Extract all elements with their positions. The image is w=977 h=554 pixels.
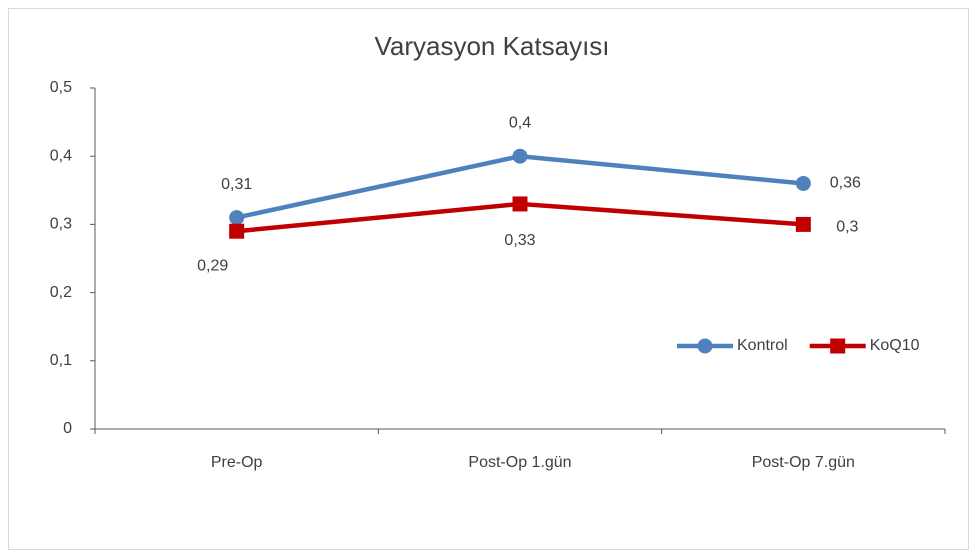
marker [795,216,811,232]
y-tick-label: 0 [63,420,72,437]
chart-frame [8,8,969,550]
data-label: 0,29 [197,257,228,274]
x-tick-label: Post-Op 1.gün [468,454,571,471]
legend-label: KoQ10 [870,337,920,354]
y-tick-label: 0,1 [50,352,72,369]
data-label: 0,3 [836,219,858,236]
marker [795,175,811,191]
legend-label: Kontrol [737,337,788,354]
marker [512,148,528,164]
data-label: 0,36 [830,175,861,192]
marker [830,338,846,354]
y-tick-label: 0,5 [50,79,72,96]
marker [512,196,528,212]
data-label: 0,33 [504,232,535,249]
y-tick-label: 0,4 [50,147,72,164]
marker [697,338,713,354]
marker [229,223,245,239]
data-label: 0,4 [509,114,531,131]
x-tick-label: Post-Op 7.gün [752,454,855,471]
data-label: 0,31 [221,176,252,193]
y-tick-label: 0,2 [50,284,72,301]
x-tick-label: Pre-Op [211,454,263,471]
chart-title: Varyasyon Katsayısı [374,31,609,61]
marker [229,210,245,226]
y-tick-label: 0,3 [50,216,72,233]
